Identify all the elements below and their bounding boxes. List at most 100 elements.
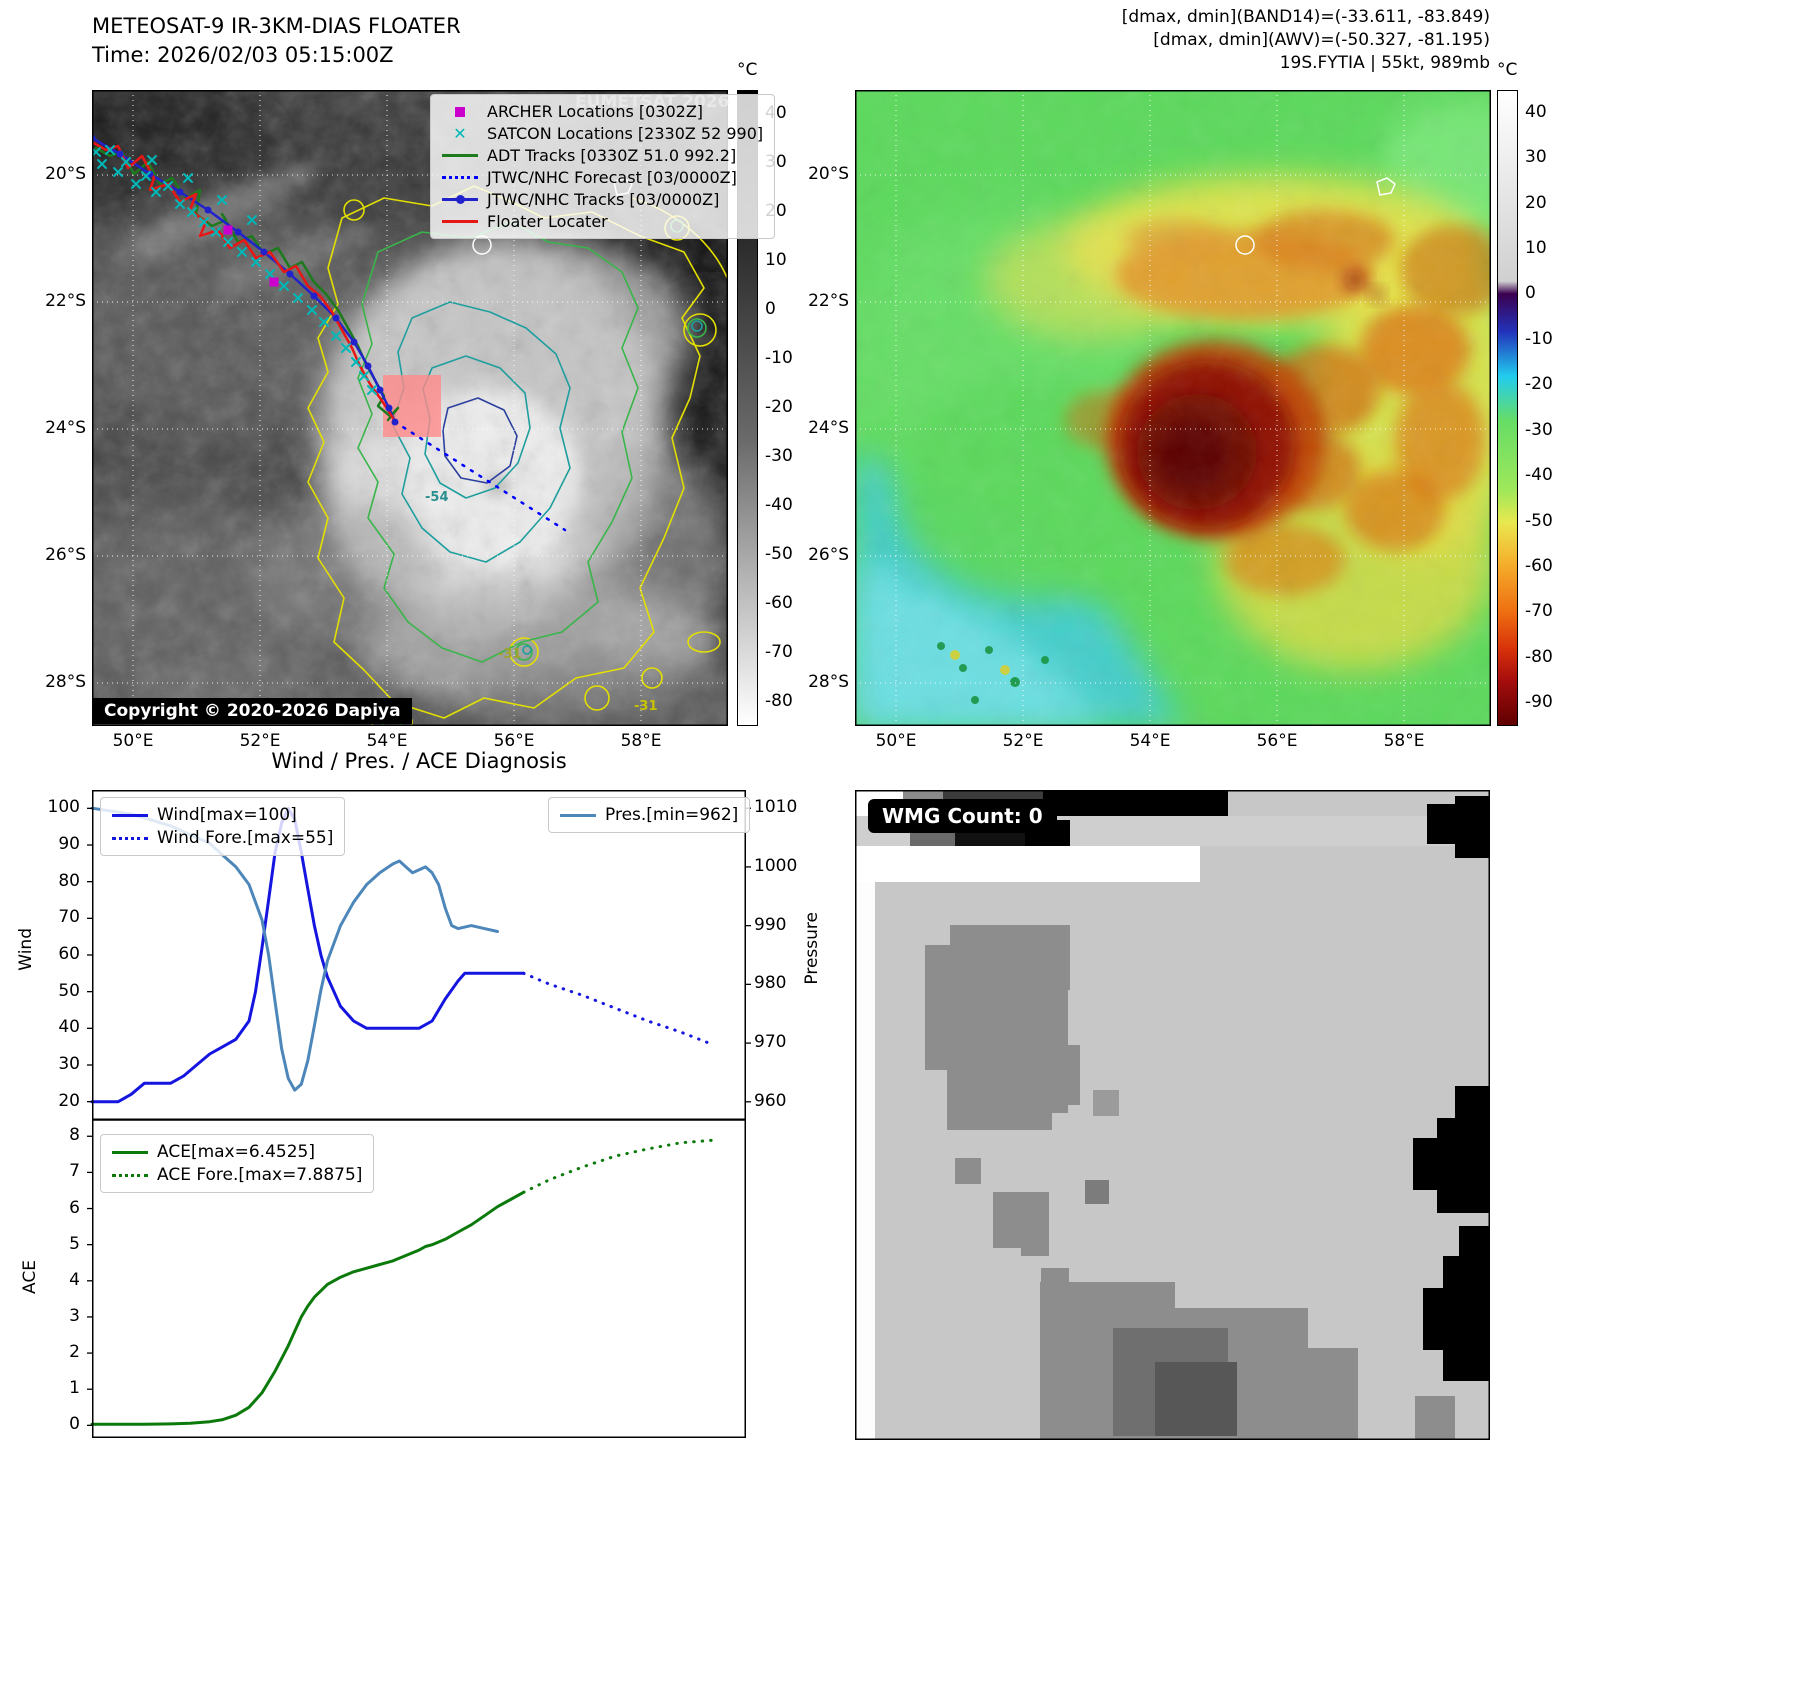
ace-tick-label: 3 <box>69 1305 80 1326</box>
colorbar-tick: -60 <box>1525 556 1553 576</box>
x-tick-label: 52°E <box>1002 731 1044 751</box>
dmax-band14: [dmax, dmin](BAND14)=(-33.611, -83.849) <box>1121 7 1490 27</box>
legend-line-icon <box>112 807 148 823</box>
colorbar-tick: 0 <box>1525 283 1536 304</box>
y-tick-label: 20°S <box>45 164 86 184</box>
x-tick-label: 50°E <box>112 731 154 751</box>
storm-id-intensity: 19S.FYTIA | 55kt, 989mb <box>1279 53 1490 73</box>
pressure-legend: Pres.[min=962] <box>548 797 751 833</box>
colorbar-tick: -70 <box>1525 601 1553 622</box>
colorbar-unit: °C <box>737 60 758 80</box>
legend-item: ACE Fore.[max=7.8875] <box>112 1165 362 1185</box>
copyright-label: Copyright © 2020-2026 Dapiya <box>93 698 412 724</box>
x-tick-label: 58°E <box>620 731 662 751</box>
legend-line <box>112 1173 148 1177</box>
colorbar-unit: °C <box>1497 60 1518 80</box>
legend-line-icon <box>442 154 478 157</box>
colorbar-tick: -60 <box>765 592 793 613</box>
legend-item: Wind[max=100] <box>112 805 333 825</box>
panel-time: Time: 2026/02/03 05:15:00Z <box>92 43 394 67</box>
colorbar-tick: 40 <box>765 103 787 124</box>
series-wind-fore- <box>522 971 715 1047</box>
wind-tick-label: 100 <box>47 797 80 818</box>
coastlines <box>1235 177 1396 255</box>
colorbar-ir-enhanced <box>1497 90 1518 726</box>
legend-line-icon <box>560 807 596 823</box>
ir-contours <box>307 185 728 726</box>
chart-title: Wind / Pres. / ACE Diagnosis <box>271 749 567 773</box>
archer-markers <box>223 225 279 287</box>
legend-item-label: ACE[max=6.4525] <box>157 1142 315 1162</box>
legend-marker-line <box>442 148 478 164</box>
pressure-tick-label: 1000 <box>754 855 798 876</box>
colorbar-tick: 20 <box>765 201 787 222</box>
jtwc-forecast-line <box>393 420 567 532</box>
legend-line <box>112 836 148 840</box>
y-tick-label: 26°S <box>808 545 849 565</box>
legend-item: JTWC/NHC Forecast [03/0000Z] <box>442 168 763 187</box>
color-cloud-texture <box>855 90 1491 726</box>
satcon-markers <box>92 145 377 395</box>
pressure-tick-label: 990 <box>754 914 787 935</box>
map-grid <box>855 90 1491 726</box>
colorbar-tick: -30 <box>1525 419 1553 440</box>
legend-line-icon <box>442 176 478 179</box>
ir-satellite-image <box>92 90 728 726</box>
legend-marker-line-dot <box>442 192 478 208</box>
x-tick-label: 54°E <box>1129 731 1171 751</box>
pressure-tick-label: 970 <box>754 1032 787 1053</box>
jtwc-track-line <box>92 136 397 424</box>
x-tick-label: 56°E <box>1256 731 1298 751</box>
colorbar-ir-grayscale <box>737 90 758 726</box>
x-tick-label: 52°E <box>239 731 281 751</box>
pressure-tick-label: 1010 <box>754 797 798 818</box>
wind-legend: Wind[max=100] Wind Fore.[max=55] <box>100 797 346 856</box>
ace-tick-label: 0 <box>69 1414 80 1435</box>
legend-line-icon <box>112 1144 148 1160</box>
colorbar-tick: -30 <box>765 445 793 466</box>
legend-item-label: Wind Fore.[max=55] <box>157 828 334 848</box>
legend-item: Pres.[min=962] <box>560 805 738 825</box>
storm-tracks <box>92 134 567 532</box>
ace-tick-label: 7 <box>69 1161 80 1182</box>
y-tick-label: 20°S <box>808 164 849 184</box>
colorbar-tick: -10 <box>765 348 793 369</box>
ace-legend: ACE[max=6.4525] ACE Fore.[max=7.8875] <box>100 1134 375 1193</box>
panel-title: METEOSAT-9 IR-3KM-DIAS FLOATER <box>92 14 461 38</box>
x-tick-label: 50°E <box>875 731 917 751</box>
y-tick-label: 26°S <box>45 545 86 565</box>
dmax-awv: [dmax, dmin](AWV)=(-50.327, -81.195) <box>1153 30 1490 50</box>
coastlines <box>472 177 633 255</box>
colorbar-tick: -10 <box>1525 328 1553 349</box>
wmg-image <box>855 790 1490 1440</box>
watermark: EUMETSAT 2026 <box>575 92 730 112</box>
legend-item-label: ADT Tracks [0330Z 51.0 992.2] <box>487 146 737 165</box>
legend-dot-icon <box>456 195 465 204</box>
colorbar-tick: -40 <box>1525 465 1553 486</box>
legend-item-label: JTWC/NHC Tracks [03/0000Z] <box>487 190 720 209</box>
legend-item-label: Floater Locater <box>487 212 608 231</box>
colorbar-tick: -40 <box>765 494 793 515</box>
colorbar-tick: -90 <box>1525 692 1553 713</box>
y-tick-label: 22°S <box>45 291 86 311</box>
legend-marker-dotted <box>442 170 478 186</box>
legend-item: Floater Locater <box>442 212 763 231</box>
adt-track-line <box>94 146 400 422</box>
legend-item: JTWC/NHC Tracks [03/0000Z] <box>442 190 763 209</box>
ace-tick-label: 6 <box>69 1197 80 1218</box>
wind-tick-label: 70 <box>58 907 80 928</box>
ace-tick-label: 1 <box>69 1378 80 1399</box>
legend-item: ARCHER Locations [0302Z] <box>442 102 763 121</box>
colorbar-tick: -50 <box>1525 510 1553 531</box>
wind-tick-label: 20 <box>58 1090 80 1111</box>
legend-item: Wind Fore.[max=55] <box>112 828 333 848</box>
legend-line <box>112 813 148 817</box>
legend-item: ADT Tracks [0330Z 51.0 992.2] <box>442 146 763 165</box>
legend-line-icon <box>112 830 148 846</box>
contour-label: -31 <box>498 647 522 662</box>
legend-line-icon <box>442 198 478 201</box>
legend-item-label: JTWC/NHC Forecast [03/0000Z] <box>487 168 737 187</box>
legend-line <box>112 1150 148 1154</box>
x-tick-label: 54°E <box>366 731 408 751</box>
wind-tick-label: 80 <box>58 870 80 891</box>
